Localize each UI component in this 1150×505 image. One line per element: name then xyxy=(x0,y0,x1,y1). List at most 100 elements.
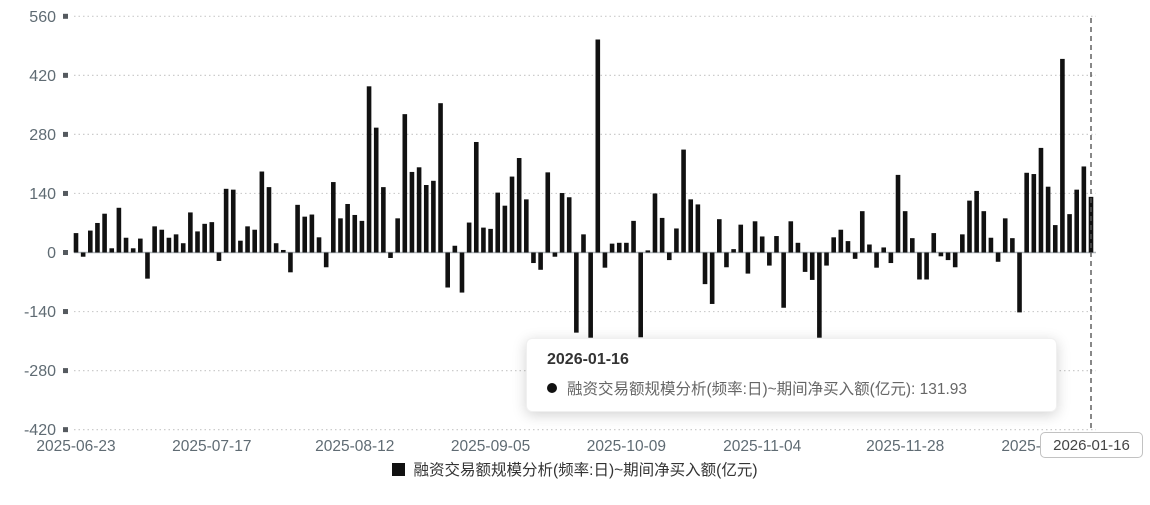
bar[interactable] xyxy=(774,236,779,253)
bar[interactable] xyxy=(681,149,686,253)
bar[interactable] xyxy=(666,252,672,261)
bar[interactable] xyxy=(223,188,229,253)
bar[interactable] xyxy=(867,244,872,253)
bar[interactable] xyxy=(795,242,801,253)
bar[interactable] xyxy=(130,248,136,253)
bar[interactable] xyxy=(502,205,508,253)
bar[interactable] xyxy=(1088,196,1094,253)
bar[interactable] xyxy=(288,252,293,273)
bar[interactable] xyxy=(166,237,172,253)
bar[interactable] xyxy=(552,252,558,257)
bar[interactable] xyxy=(138,238,143,253)
bar[interactable] xyxy=(595,39,601,253)
bar[interactable] xyxy=(152,226,157,253)
bar[interactable] xyxy=(323,252,329,268)
bar[interactable] xyxy=(559,193,565,253)
bar[interactable] xyxy=(659,217,665,253)
bar[interactable] xyxy=(1081,166,1087,253)
bar[interactable] xyxy=(1038,147,1044,253)
bar[interactable] xyxy=(159,229,165,253)
bar[interactable] xyxy=(423,185,429,253)
bar[interactable] xyxy=(173,234,179,253)
bar[interactable] xyxy=(209,222,215,253)
bar[interactable] xyxy=(602,252,608,268)
bar[interactable] xyxy=(888,252,894,264)
bar[interactable] xyxy=(1045,186,1051,253)
bar[interactable] xyxy=(881,247,887,253)
bar[interactable] xyxy=(1052,225,1058,253)
bar[interactable] xyxy=(902,211,908,253)
bar[interactable] xyxy=(809,252,815,280)
bar[interactable] xyxy=(395,218,400,253)
bar[interactable] xyxy=(473,141,479,253)
bar[interactable] xyxy=(545,172,551,253)
bar[interactable] xyxy=(531,252,536,264)
bar[interactable] xyxy=(216,252,222,261)
bar[interactable] xyxy=(752,221,758,253)
bar[interactable] xyxy=(967,200,972,253)
bar[interactable] xyxy=(373,127,379,253)
bar[interactable] xyxy=(345,203,350,253)
bar[interactable] xyxy=(481,227,486,253)
bar[interactable] xyxy=(931,233,937,253)
bar[interactable] xyxy=(960,234,965,253)
bar[interactable] xyxy=(1074,189,1079,253)
bar[interactable] xyxy=(974,190,979,253)
bar[interactable] xyxy=(759,236,765,253)
bar[interactable] xyxy=(652,193,658,253)
bar[interactable] xyxy=(674,228,679,253)
bar[interactable] xyxy=(88,230,93,253)
bar[interactable] xyxy=(524,199,529,253)
bar[interactable] xyxy=(1024,172,1029,253)
bar[interactable] xyxy=(238,240,243,253)
bar[interactable] xyxy=(709,252,715,304)
bar[interactable] xyxy=(295,204,300,253)
bar[interactable] xyxy=(509,176,515,253)
bar[interactable] xyxy=(988,237,994,253)
bar[interactable] xyxy=(352,214,358,253)
bar[interactable] xyxy=(631,220,636,253)
bar[interactable] xyxy=(202,223,207,253)
bar[interactable] xyxy=(488,228,493,253)
bar[interactable] xyxy=(781,252,786,308)
bar[interactable] xyxy=(859,211,865,253)
bar[interactable] xyxy=(95,222,100,253)
bar[interactable] xyxy=(995,252,1001,262)
bar[interactable] xyxy=(73,233,79,253)
bar[interactable] xyxy=(645,250,651,253)
bar[interactable] xyxy=(116,207,122,253)
bar[interactable] xyxy=(717,219,722,253)
bar[interactable] xyxy=(195,231,200,253)
bar[interactable] xyxy=(616,242,622,253)
bar[interactable] xyxy=(409,171,415,253)
bar[interactable] xyxy=(638,252,643,338)
bar[interactable] xyxy=(495,192,501,253)
bar[interactable] xyxy=(1067,214,1072,253)
bar[interactable] xyxy=(109,248,115,253)
bar[interactable] xyxy=(852,252,858,259)
bar[interactable] xyxy=(731,249,736,253)
bar[interactable] xyxy=(259,171,265,253)
bar[interactable] xyxy=(381,187,386,253)
bar[interactable] xyxy=(574,252,579,333)
bar[interactable] xyxy=(1031,174,1037,253)
bar[interactable] xyxy=(702,252,708,285)
bar[interactable] xyxy=(788,221,794,253)
bar[interactable] xyxy=(180,243,186,253)
bar[interactable] xyxy=(724,252,729,268)
bar[interactable] xyxy=(338,218,343,253)
bar[interactable] xyxy=(910,238,915,253)
bar[interactable] xyxy=(952,252,958,268)
bar[interactable] xyxy=(1060,58,1065,253)
bar[interactable] xyxy=(145,252,150,279)
bar[interactable] xyxy=(80,252,86,257)
bar[interactable] xyxy=(273,243,279,253)
bar[interactable] xyxy=(416,167,422,253)
bar[interactable] xyxy=(895,174,901,253)
bar[interactable] xyxy=(245,226,250,253)
bar[interactable] xyxy=(917,252,922,280)
bar[interactable] xyxy=(767,252,772,266)
bar[interactable] xyxy=(280,249,286,253)
bar[interactable] xyxy=(438,103,443,253)
bar[interactable] xyxy=(388,252,393,258)
